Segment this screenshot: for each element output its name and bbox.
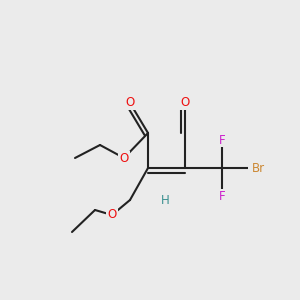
FancyBboxPatch shape [248, 161, 268, 175]
Text: O: O [119, 152, 129, 164]
Text: F: F [219, 190, 225, 202]
FancyBboxPatch shape [179, 96, 191, 110]
FancyBboxPatch shape [217, 133, 227, 147]
FancyBboxPatch shape [217, 189, 227, 203]
Text: O: O [107, 208, 117, 221]
Text: H: H [160, 194, 169, 206]
Text: O: O [125, 97, 135, 110]
Text: O: O [180, 97, 190, 110]
Text: F: F [219, 134, 225, 146]
FancyBboxPatch shape [118, 151, 130, 165]
FancyBboxPatch shape [106, 208, 118, 222]
FancyBboxPatch shape [124, 96, 136, 110]
FancyBboxPatch shape [160, 193, 170, 207]
Text: Br: Br [251, 161, 265, 175]
